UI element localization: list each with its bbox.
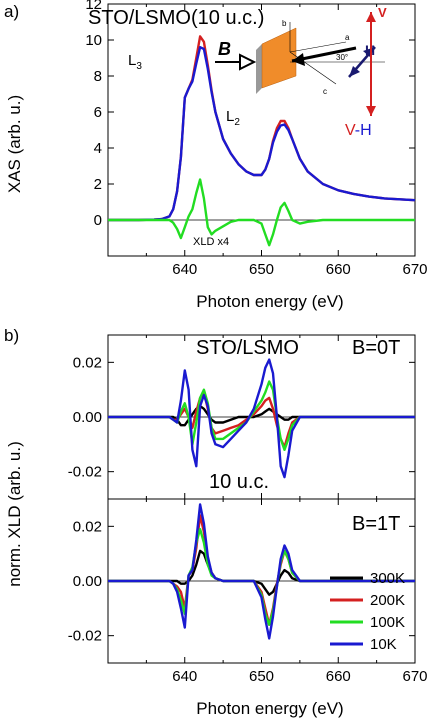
sample-edge bbox=[256, 44, 262, 94]
l2-label: L2 bbox=[226, 108, 240, 128]
series-line-100K bbox=[108, 380, 415, 451]
series-line-10K bbox=[108, 358, 415, 479]
y-tick-label: 0.00 bbox=[73, 573, 102, 590]
vh-label: V-H bbox=[345, 122, 372, 139]
y-tick-label: 0.00 bbox=[73, 409, 102, 426]
panel-b-label: b) bbox=[4, 326, 19, 345]
series-line-300K bbox=[108, 404, 415, 427]
beam-arrow-head bbox=[292, 53, 305, 66]
x-tick-label: 670 bbox=[402, 261, 427, 278]
axis-b-label: b bbox=[282, 19, 287, 28]
panel-a-ylabel: XAS (arb. u.) bbox=[5, 95, 24, 193]
series-line-3 bbox=[108, 178, 415, 247]
panel-a-label: a) bbox=[4, 2, 19, 21]
panel-b-thickness: 10 u.c. bbox=[209, 471, 269, 493]
legend-label: 100K bbox=[370, 614, 405, 631]
y-tick-label: 6 bbox=[94, 104, 102, 121]
sample-face bbox=[261, 27, 297, 89]
y-tick-label: 10 bbox=[85, 32, 102, 49]
y-tick-label: 0.02 bbox=[73, 354, 102, 371]
field-arrow-head bbox=[239, 53, 257, 71]
x-tick-label: 670 bbox=[402, 668, 427, 685]
axis-a-line bbox=[289, 41, 347, 53]
angle-label: 30° bbox=[336, 53, 348, 62]
legend-label: 10K bbox=[370, 636, 397, 653]
y-tick-label: 0.02 bbox=[73, 518, 102, 535]
y-tick-label: -0.02 bbox=[68, 464, 102, 481]
x-tick-label: 650 bbox=[249, 261, 274, 278]
x-tick-label: 660 bbox=[326, 668, 351, 685]
panel-b-field-0: B=0T bbox=[352, 337, 400, 359]
v-arrow-head-bottom bbox=[366, 106, 376, 116]
panel-b-xlabel: Photon energy (eV) bbox=[196, 699, 343, 718]
h-arrow-head-bottom bbox=[349, 66, 360, 77]
plot-1: 640 650 660 670 0 2 4 6 8 10 12 bbox=[85, 0, 427, 278]
y-tick-label: 12 bbox=[85, 0, 102, 13]
legend-label: 200K bbox=[370, 592, 405, 609]
xld-scale-label: XLD x4 bbox=[193, 236, 229, 248]
panel-b-title: STO/LSMO bbox=[196, 337, 299, 359]
y-tick-label: 8 bbox=[94, 68, 102, 85]
legend-label: 300K bbox=[370, 570, 405, 587]
panel-a: a) XAS (arb. u.) Photon energy (eV) STO/… bbox=[4, 2, 387, 311]
x-tick-label: 650 bbox=[249, 668, 274, 685]
panel-a-title: STO/LSMO(10 u.c.) bbox=[88, 7, 264, 29]
x-tick-label: 640 bbox=[172, 261, 197, 278]
series-line-300K bbox=[108, 549, 415, 596]
axis-c-label: c bbox=[323, 87, 327, 96]
y-tick-label: 2 bbox=[94, 176, 102, 193]
x-tick-label: 640 bbox=[172, 668, 197, 685]
series-line-2 bbox=[108, 46, 416, 222]
field-label: B bbox=[218, 39, 231, 59]
x-tick-label: 660 bbox=[326, 261, 351, 278]
v-arrow-head-top bbox=[366, 12, 376, 22]
panel-a-xlabel: Photon energy (eV) bbox=[196, 292, 343, 311]
axis-a-label: a bbox=[345, 33, 350, 42]
series-line-10K bbox=[108, 503, 415, 640]
y-tick-label: 4 bbox=[94, 140, 102, 157]
panel-b-ylabel: norm. XLD (arb. u.) bbox=[5, 441, 24, 587]
y-tick-label: -0.02 bbox=[68, 628, 102, 645]
geometry-inset: b a c B 30° H V V-H bbox=[215, 5, 387, 139]
plot-layer: 640 650 660 670 0 2 4 6 8 10 12 -0.02 0.00 0.02 640 650… bbox=[68, 0, 428, 685]
panel-b: b) norm. XLD (arb. u.) Photon energy (eV… bbox=[4, 326, 400, 718]
y-tick-label: 0 bbox=[94, 212, 102, 229]
plot-3: 640 650 660 670 -0.02 0.00 0.02 300K 200K 100K 10K bbox=[68, 498, 428, 685]
panel-b-field-1: B=1T bbox=[352, 513, 400, 535]
l3-label: L3 bbox=[128, 52, 142, 72]
series-line-100K bbox=[108, 527, 415, 626]
v-label: V bbox=[378, 5, 387, 20]
